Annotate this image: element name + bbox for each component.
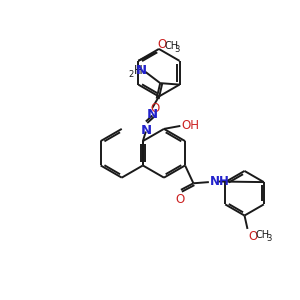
Text: N: N [140,124,152,137]
Text: OH: OH [182,119,200,132]
Text: CH: CH [164,41,178,51]
Text: N: N [135,64,146,77]
Text: H: H [134,64,143,77]
Text: 3: 3 [266,234,272,243]
Text: CH: CH [256,230,270,240]
Text: 3: 3 [175,45,180,54]
Text: N: N [147,108,158,122]
Text: O: O [151,102,160,115]
Text: O: O [157,38,166,51]
Text: O: O [249,230,258,243]
Text: 2: 2 [128,70,133,79]
Text: O: O [175,194,184,206]
Text: NH: NH [210,175,230,188]
